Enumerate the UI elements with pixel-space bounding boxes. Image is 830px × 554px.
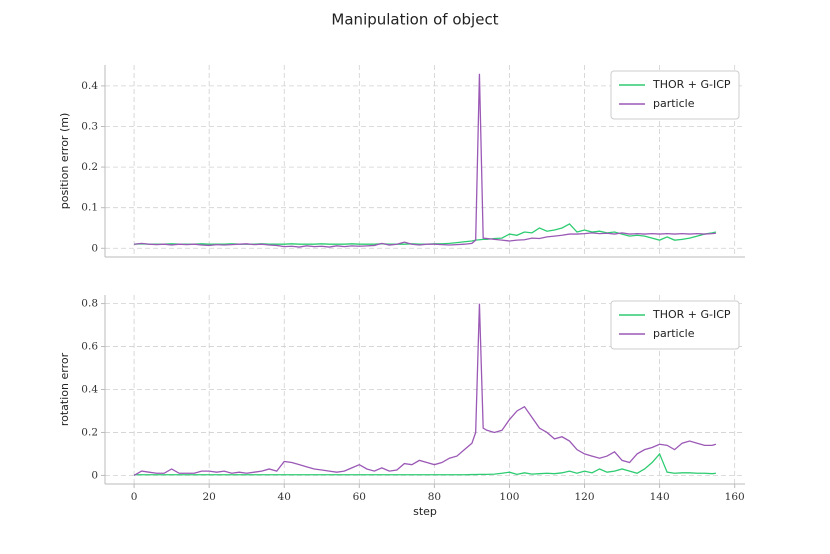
y-tick-label: 0.2 xyxy=(81,426,98,438)
legend-label: particle xyxy=(653,97,695,110)
x-tick-label: 60 xyxy=(353,491,366,503)
x-tick-label: 100 xyxy=(499,491,519,503)
legend-label: particle xyxy=(653,327,695,340)
series-line xyxy=(134,452,716,476)
y-tick-label: 0 xyxy=(91,469,98,481)
series-line xyxy=(133,303,717,476)
x-tick-label: 40 xyxy=(278,491,291,503)
y-tick-label: 0.4 xyxy=(81,384,98,396)
y-tick-label: 0.1 xyxy=(81,202,98,214)
x-tick-label: 80 xyxy=(428,491,441,503)
x-axis-label: step xyxy=(413,505,437,518)
figure-title: Manipulation of object xyxy=(331,11,498,29)
x-tick-label: 160 xyxy=(725,491,745,503)
y-tick-label: 0.2 xyxy=(81,161,98,173)
y-tick-label: 0.6 xyxy=(81,341,98,353)
legend xyxy=(610,300,740,350)
legend-label: THOR + G-ICP xyxy=(652,78,731,91)
y-axis-label: rotation error xyxy=(58,352,71,426)
x-tick-label: 120 xyxy=(575,491,595,503)
x-tick-label: 0 xyxy=(131,491,138,503)
y-tick-label: 0.8 xyxy=(81,298,98,310)
x-tick-label: 20 xyxy=(202,491,215,503)
y-tick-label: 0 xyxy=(91,242,98,254)
legend xyxy=(610,70,740,120)
series-line xyxy=(134,73,716,248)
y-tick-label: 0.3 xyxy=(81,120,98,132)
x-tick-label: 140 xyxy=(650,491,670,503)
y-tick-label: 0.4 xyxy=(81,80,98,92)
legend-label: THOR + G-ICP xyxy=(652,308,731,321)
y-axis-label: position error (m) xyxy=(58,113,71,210)
